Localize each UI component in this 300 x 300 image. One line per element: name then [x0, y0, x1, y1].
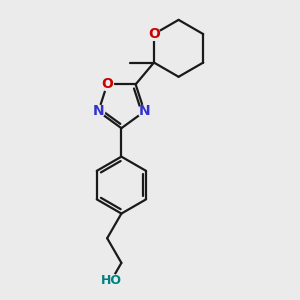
Text: O: O — [148, 27, 160, 41]
Text: HO: HO — [101, 274, 122, 286]
Text: O: O — [101, 77, 113, 92]
Circle shape — [101, 78, 113, 91]
Circle shape — [92, 105, 105, 118]
Text: N: N — [139, 104, 150, 118]
Circle shape — [105, 274, 118, 286]
Text: N: N — [93, 104, 104, 118]
Circle shape — [148, 28, 160, 40]
Circle shape — [138, 105, 151, 118]
